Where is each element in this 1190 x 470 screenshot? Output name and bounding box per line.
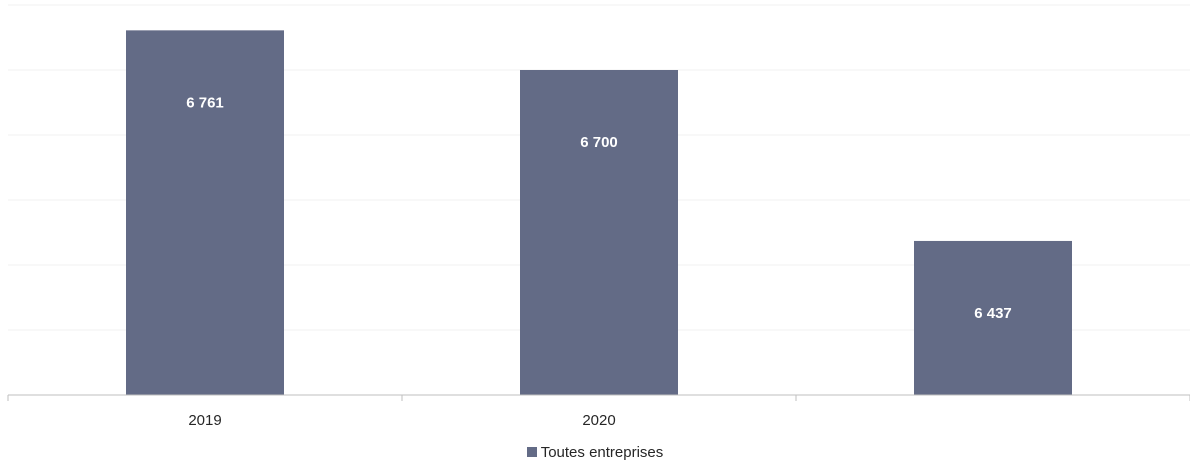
- bar-item-3: [914, 240, 1072, 395]
- bar-2019: [126, 30, 284, 395]
- legend-label: Toutes entreprises: [540, 444, 664, 461]
- x-tick-label: 2019: [188, 412, 221, 429]
- x-tick-label: 2020: [582, 412, 615, 429]
- data-label: 6 761: [186, 94, 224, 111]
- x-axis: 2019 2020: [7, 394, 1190, 429]
- data-labels: 6 761 6 700 6 437: [186, 94, 1012, 322]
- bar-chart: 2019 2020 6 761 6 700 6 437: [7, 4, 1190, 429]
- bar-2020: [520, 70, 678, 395]
- bars: [126, 30, 1072, 395]
- legend: Toutes entreprises: [0, 444, 1190, 461]
- data-label: 6 437: [974, 305, 1012, 322]
- legend-swatch: [526, 447, 537, 457]
- data-label: 6 700: [580, 134, 618, 151]
